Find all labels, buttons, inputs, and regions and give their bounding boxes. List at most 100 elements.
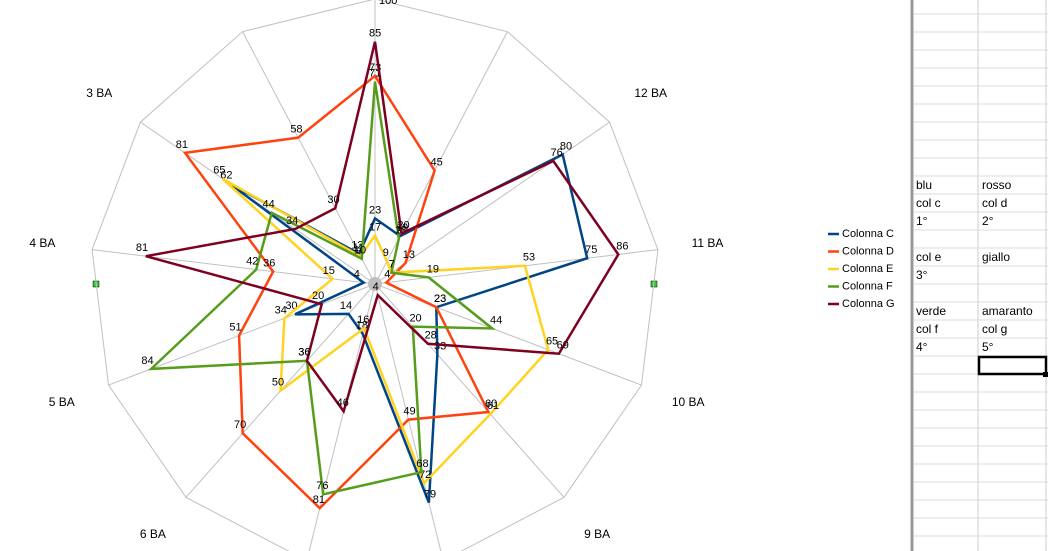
center-dot (368, 277, 382, 291)
data-label: 65 (213, 165, 225, 177)
data-label: 44 (490, 314, 502, 326)
grid-ring (91, 0, 659, 551)
data-label: 85 (369, 28, 381, 40)
data-label: 7 (389, 259, 395, 271)
cell-text: giallo (982, 250, 1010, 264)
cell-text: 5° (982, 340, 994, 354)
data-label: 45 (430, 156, 442, 168)
data-label: 81 (136, 242, 148, 254)
data-label: 65 (546, 336, 558, 348)
data-label: 23 (434, 293, 446, 305)
series-line (145, 41, 620, 415)
cell-text: verde (916, 304, 946, 318)
data-label: 53 (523, 252, 535, 264)
cell-text: 4° (916, 340, 928, 354)
data-label: 50 (272, 377, 284, 389)
data-label: 49 (403, 405, 415, 417)
data-label: 34 (286, 215, 298, 227)
data-label: 14 (340, 300, 352, 312)
category-label: 6 BA (140, 527, 166, 541)
cell-text: rosso (982, 178, 1012, 192)
cell-text: col c (916, 196, 941, 210)
category-label: 11 BA (692, 236, 724, 250)
data-label: 58 (290, 124, 302, 136)
cell-text: 2° (982, 214, 994, 228)
legend-label: Colonna E (842, 263, 893, 275)
data-label: 20 (397, 219, 409, 231)
series-line (221, 177, 550, 486)
category-label: 9 BA (584, 527, 610, 541)
cell-text: col e (916, 250, 942, 264)
data-label: 61 (487, 400, 499, 412)
data-label: 81 (176, 139, 188, 151)
data-label: 84 (141, 355, 153, 367)
series-line (147, 81, 496, 496)
category-label: 12 BA (634, 86, 667, 100)
data-label: 23 (369, 204, 381, 216)
legend-label: Colonna F (842, 280, 893, 292)
data-label: 15 (323, 265, 335, 277)
spoke (374, 283, 565, 498)
cell-text: amaranto (982, 304, 1033, 318)
data-label: 12 (351, 240, 363, 252)
data-label: 9 (383, 247, 389, 259)
selected-cell (977, 355, 1048, 376)
cell-text: col g (982, 322, 1007, 336)
category-label: 4 BA (29, 236, 55, 250)
data-label: 16 (357, 314, 369, 326)
data-label: 13 (403, 249, 415, 261)
data-label: 23 (434, 293, 446, 305)
y-tick-label: 100 (379, 0, 397, 7)
data-label: 76 (316, 480, 328, 492)
cell-text: col d (982, 196, 1007, 210)
data-label: 20 (312, 290, 324, 302)
data-label: 30 (327, 194, 339, 206)
data-label: 75 (585, 244, 597, 256)
data-label: 11 (353, 242, 364, 254)
spoke (242, 31, 376, 285)
data-label: 20 (409, 313, 421, 325)
data-label: 86 (616, 240, 628, 252)
data-label: 51 (229, 321, 241, 333)
legend-label: Colonna D (842, 245, 894, 257)
data-label: 60 (485, 398, 497, 410)
data-label: 4 (384, 269, 390, 281)
fill-handle (1043, 372, 1048, 377)
category-label: 10 BA (672, 395, 705, 409)
spoke (374, 283, 442, 551)
data-label: 10 (354, 245, 366, 257)
data-label: 46 (337, 397, 349, 409)
data-label: 44 (263, 199, 275, 211)
cell-text: blu (916, 178, 932, 192)
data-label: 34 (275, 304, 287, 316)
spoke (92, 249, 376, 285)
spoke (374, 283, 642, 386)
data-label: 28 (425, 330, 437, 342)
legend-label: Colonna C (842, 228, 894, 240)
data-label: 7 (389, 259, 395, 271)
cell-text: col f (916, 322, 939, 336)
data-label: 68 (416, 458, 428, 470)
data-label: 36 (298, 347, 310, 359)
series-line (182, 74, 491, 510)
data-label: 4 (373, 281, 379, 293)
data-label: 70 (234, 419, 246, 431)
data-label: 19 (427, 263, 439, 275)
cell-text: 3° (916, 268, 928, 282)
data-label: 17 (369, 221, 381, 233)
data-label: 76 (551, 147, 563, 159)
cell-text: 1° (916, 214, 928, 228)
data-label: 36 (263, 258, 275, 270)
data-label: 69 (557, 340, 569, 352)
data-label: 81 (313, 494, 325, 506)
sheet-rows (914, 13, 1048, 537)
category-label: 5 BA (49, 395, 75, 409)
data-label: 42 (246, 255, 258, 267)
legend-label: Colonna G (842, 298, 895, 310)
spoke (374, 121, 610, 285)
series-line (228, 152, 589, 504)
data-label: 4 (354, 269, 360, 281)
data-label: 80 (560, 140, 572, 152)
